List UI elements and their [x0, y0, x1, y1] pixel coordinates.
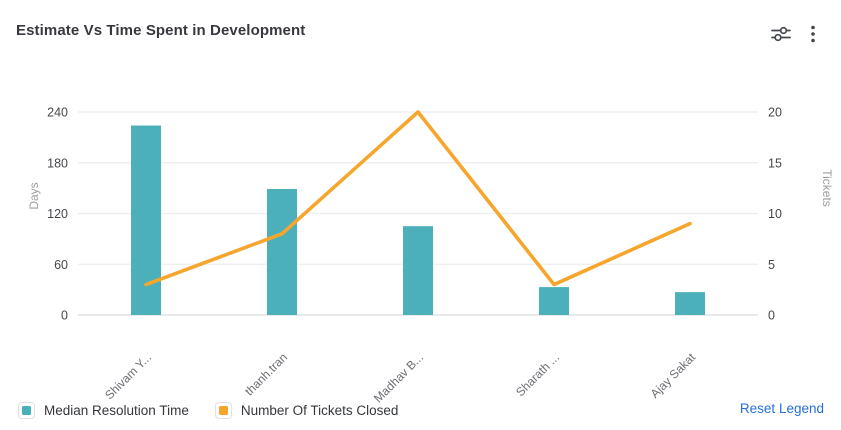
x-axis-category-label: thanh.tran: [242, 350, 290, 398]
right-axis-title: Tickets: [820, 169, 834, 207]
chart-legend: Median Resolution Time Number Of Tickets…: [18, 399, 398, 421]
bar-median-resolution-time[interactable]: [267, 188, 297, 315]
reset-legend-link[interactable]: Reset Legend: [739, 401, 824, 416]
chart-title: Estimate Vs Time Spent in Development: [16, 22, 306, 39]
legend-item-number-of-tickets-closed[interactable]: Number Of Tickets Closed: [214, 401, 399, 419]
legend-label: Number Of Tickets Closed: [240, 402, 399, 418]
legend-swatch-box: [18, 401, 35, 419]
left-axis-tick-label: 0: [61, 309, 68, 323]
legend-swatch-box: [214, 401, 232, 419]
bar-median-resolution-time[interactable]: [131, 125, 161, 316]
x-axis-category-label: Sharath ...: [513, 350, 562, 399]
legend-item-median-resolution-time[interactable]: Median Resolution Time: [18, 401, 189, 419]
bar-median-resolution-time[interactable]: [403, 226, 433, 315]
card-header: Estimate Vs Time Spent in Development: [0, 0, 841, 56]
line-series-swatch: [218, 405, 228, 415]
bar-series-swatch: [22, 405, 31, 415]
kebab-menu-icon[interactable]: [801, 22, 825, 46]
bar-median-resolution-time[interactable]: [539, 287, 569, 315]
legend-label: Median Resolution Time: [44, 402, 189, 418]
left-axis-tick-label: 120: [47, 207, 68, 221]
sliders-icon[interactable]: [769, 22, 793, 46]
left-axis-tick-label: 240: [47, 106, 68, 120]
x-axis-category-label: Madhav B...: [371, 350, 426, 405]
bar-median-resolution-time[interactable]: [675, 292, 705, 315]
right-axis-tick-label: 0: [768, 309, 775, 323]
left-axis-title: Days: [27, 182, 41, 209]
right-axis-tick-label: 10: [768, 207, 782, 221]
right-axis-tick-label: 5: [768, 258, 775, 272]
x-axis-category-label: Ajay Sakat: [648, 350, 699, 401]
x-axis-category-label: Shivam Y...: [102, 350, 154, 402]
line-number-of-tickets-closed[interactable]: [144, 110, 692, 287]
right-axis-tick-label: 20: [768, 106, 782, 120]
left-axis-tick-label: 180: [47, 156, 68, 170]
left-axis-tick-label: 60: [54, 258, 68, 272]
right-axis-tick-label: 15: [768, 156, 782, 170]
